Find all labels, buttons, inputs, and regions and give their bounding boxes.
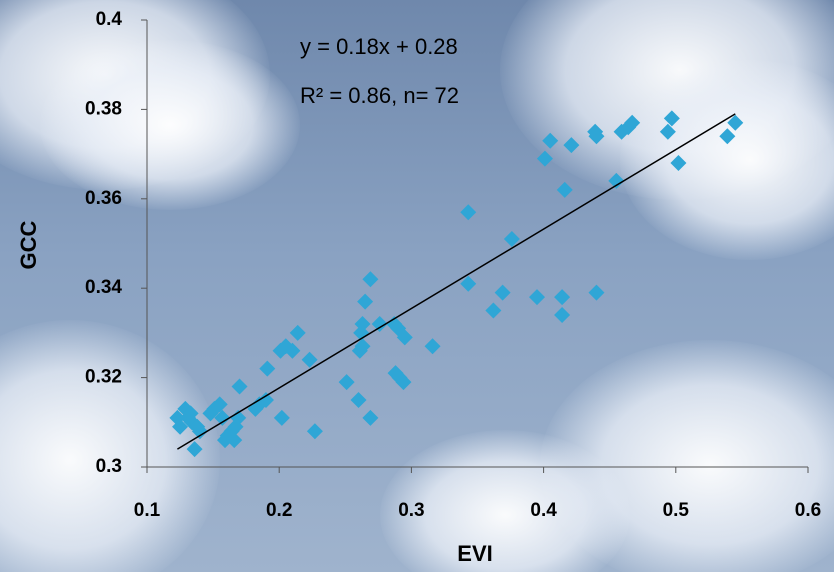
- y-tick-label: 0.34: [85, 277, 122, 298]
- data-point: [503, 231, 520, 248]
- data-point: [362, 409, 379, 426]
- data-point: [214, 409, 231, 426]
- data-point: [338, 374, 355, 391]
- y-tick-label: 0.4: [96, 9, 123, 30]
- y-tick-label: 0.3: [96, 456, 122, 477]
- data-point: [354, 315, 371, 332]
- data-point: [371, 315, 388, 332]
- data-point: [172, 418, 189, 435]
- trendline: [177, 113, 736, 450]
- data-point: [306, 423, 323, 440]
- data-point: [273, 409, 290, 426]
- data-point: [354, 338, 371, 355]
- data-point: [542, 132, 559, 149]
- data-point: [460, 275, 477, 292]
- data-point: [460, 204, 477, 221]
- data-point: [186, 441, 203, 458]
- data-point: [350, 391, 367, 408]
- data-point: [536, 150, 553, 167]
- x-tick-label: 0.5: [663, 500, 690, 521]
- cloud: [620, 60, 834, 260]
- data-point: [624, 114, 641, 131]
- data-point: [211, 396, 228, 413]
- x-tick-label: 0.2: [266, 500, 292, 521]
- data-point: [528, 289, 545, 306]
- x-axis-label: EVI: [457, 541, 492, 566]
- data-point: [191, 423, 208, 440]
- data-point: [362, 271, 379, 288]
- x-tick-label: 0.6: [795, 500, 821, 521]
- data-point: [230, 409, 247, 426]
- y-axis-label: GCC: [16, 220, 41, 269]
- data-point: [588, 128, 605, 145]
- data-point: [659, 123, 676, 140]
- data-point: [719, 128, 736, 145]
- data-point: [554, 307, 571, 324]
- data-point: [289, 324, 306, 341]
- x-tick-label: 0.4: [530, 500, 557, 521]
- cloud: [380, 430, 630, 572]
- data-point: [396, 329, 413, 346]
- annotation: y = 0.18x + 0.28: [300, 34, 458, 59]
- data-point: [226, 432, 243, 449]
- data-point: [395, 374, 412, 391]
- data-point: [556, 181, 573, 198]
- annotation: R² = 0.86, n= 72: [300, 83, 459, 108]
- y-tick-label: 0.36: [85, 188, 122, 209]
- data-point: [357, 293, 374, 310]
- data-point: [670, 155, 687, 172]
- data-point: [485, 302, 502, 319]
- x-tick-label: 0.1: [134, 500, 161, 521]
- data-point: [494, 284, 511, 301]
- data-point: [259, 360, 276, 377]
- data-point: [588, 284, 605, 301]
- cloud: [40, 40, 300, 210]
- data-point: [301, 351, 318, 368]
- y-tick-label: 0.32: [85, 367, 122, 388]
- data-point: [727, 114, 744, 131]
- x-tick-label: 0.3: [398, 500, 424, 521]
- data-point: [554, 289, 571, 306]
- data-point: [424, 338, 441, 355]
- data-point: [663, 110, 680, 127]
- data-point: [284, 342, 301, 359]
- y-tick-label: 0.38: [85, 98, 122, 119]
- data-point: [608, 172, 625, 189]
- data-point: [231, 378, 248, 395]
- data-point: [563, 137, 580, 154]
- data-point: [257, 391, 274, 408]
